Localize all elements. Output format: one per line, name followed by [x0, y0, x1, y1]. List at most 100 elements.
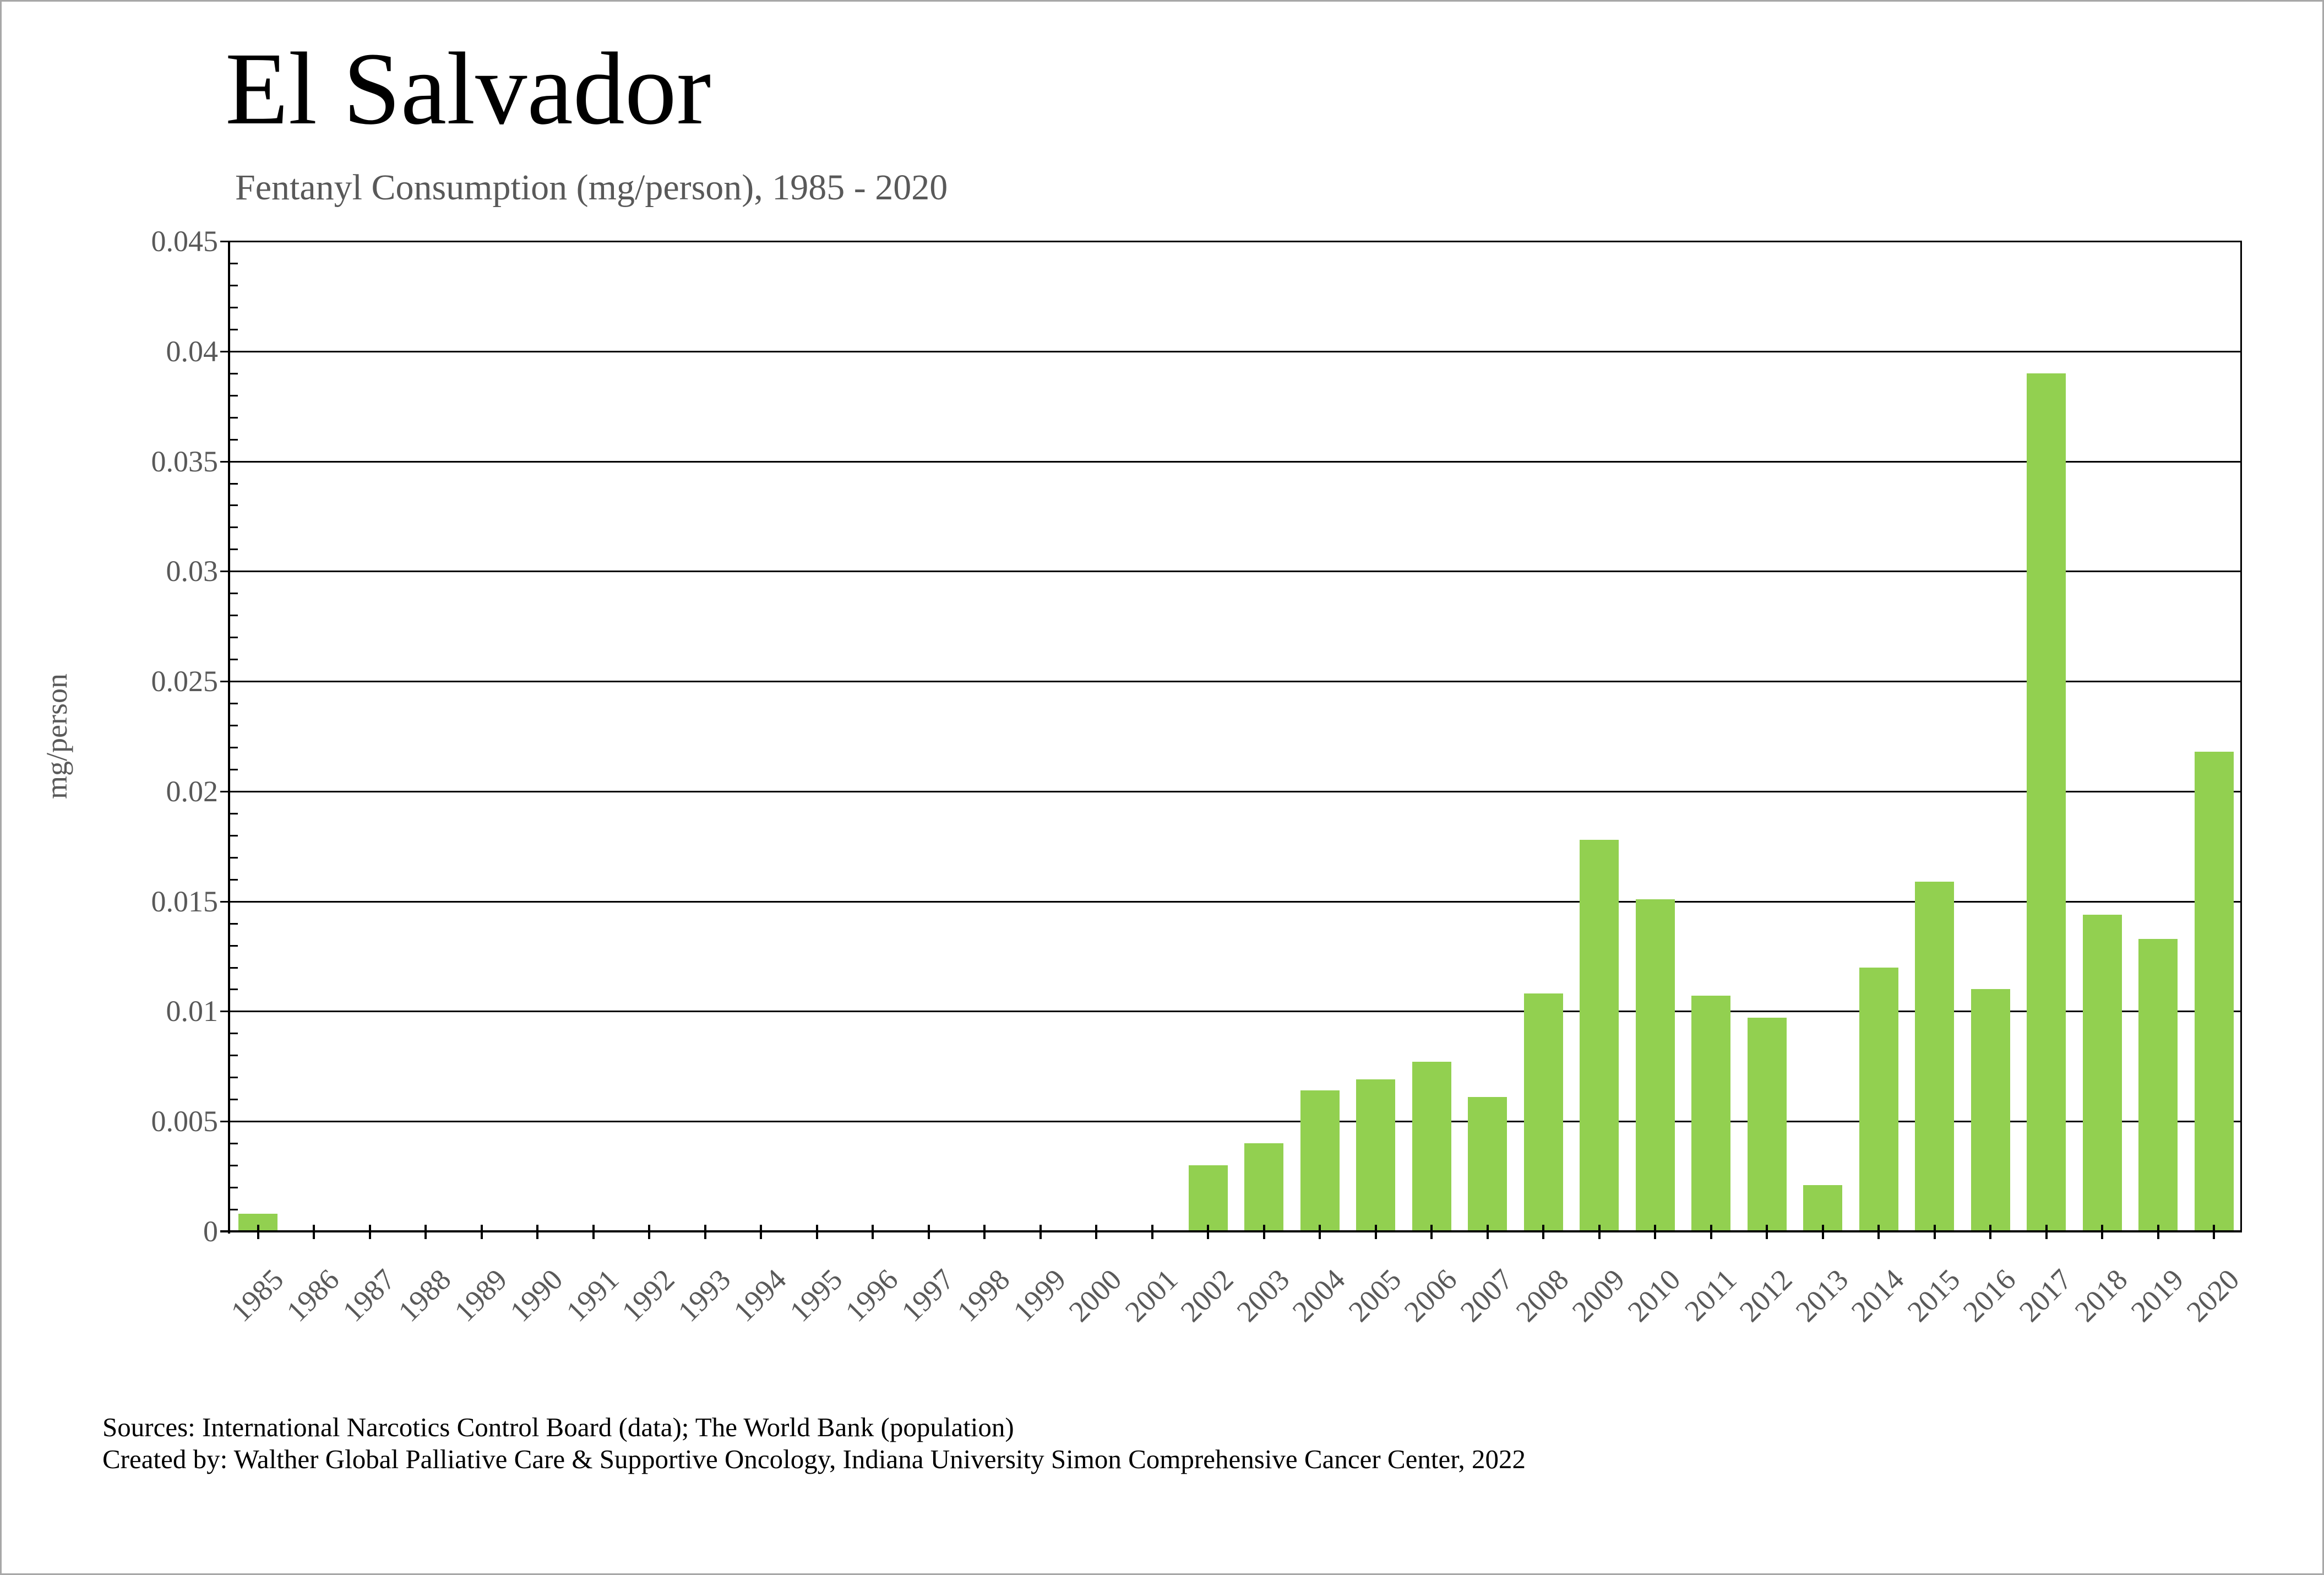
x-tick-1986 — [313, 1225, 315, 1239]
plot-area — [220, 241, 2242, 1239]
bar-2010 — [1635, 899, 1675, 1231]
x-tick-2000 — [1095, 1225, 1098, 1239]
bar-2011 — [1691, 996, 1731, 1231]
y-tick-label-0.025: 0.025 — [151, 665, 219, 698]
x-tick-2008 — [1542, 1225, 1545, 1239]
y-minor-tick — [230, 812, 238, 814]
chart-title: El Salvador — [225, 31, 711, 146]
x-tick-2011 — [1710, 1225, 1712, 1239]
bar-2004 — [1300, 1090, 1340, 1231]
bar-2016 — [1971, 989, 2010, 1231]
bar-2008 — [1523, 993, 1563, 1231]
gridline-0.005 — [220, 1121, 2242, 1123]
y-minor-tick — [230, 1033, 238, 1035]
x-tick-2016 — [1989, 1225, 1992, 1239]
bar-2007 — [1468, 1097, 1507, 1231]
x-tick-2009 — [1598, 1225, 1601, 1239]
x-tick-1996 — [872, 1225, 874, 1239]
y-minor-tick — [230, 1143, 238, 1145]
bar-2015 — [1915, 881, 1955, 1231]
y-tick-label-0: 0 — [203, 1215, 218, 1248]
y-minor-tick — [230, 1187, 238, 1189]
x-tick-1987 — [368, 1225, 371, 1239]
credit-line: Created by: Walther Global Palliative Ca… — [102, 1444, 1526, 1474]
y-minor-tick — [230, 1055, 238, 1057]
x-tick-1992 — [648, 1225, 651, 1239]
bar-2020 — [2194, 751, 2234, 1231]
bar-2012 — [1747, 1018, 1787, 1231]
x-tick-1985 — [257, 1225, 259, 1239]
y-minor-tick — [230, 548, 238, 551]
y-minor-tick — [230, 262, 238, 264]
x-tick-2010 — [1654, 1225, 1657, 1239]
x-tick-2019 — [2157, 1225, 2159, 1239]
y-minor-tick — [230, 372, 238, 374]
y-tick-label-0.035: 0.035 — [151, 444, 219, 478]
gridline-0.045 — [220, 241, 2242, 242]
y-minor-tick — [230, 1209, 238, 1211]
bar-2006 — [1412, 1062, 1451, 1231]
y-minor-tick — [230, 856, 238, 859]
y-minor-tick — [230, 306, 238, 308]
y-tick-label-0.02: 0.02 — [166, 774, 219, 808]
x-tick-2002 — [1207, 1225, 1210, 1239]
bar-2018 — [2082, 914, 2122, 1231]
x-tick-2015 — [1933, 1225, 1936, 1239]
y-minor-tick — [230, 989, 238, 991]
y-minor-tick — [230, 1099, 238, 1101]
bar-2013 — [1803, 1185, 1843, 1231]
y-minor-tick — [230, 526, 238, 529]
y-tick-label-0.005: 0.005 — [151, 1105, 219, 1138]
y-tick-label-0.01: 0.01 — [166, 995, 219, 1028]
x-tick-2007 — [1486, 1225, 1489, 1239]
y-minor-tick — [230, 834, 238, 837]
x-tick-1988 — [424, 1225, 427, 1239]
x-tick-2013 — [1821, 1225, 1824, 1239]
y-minor-tick — [230, 394, 238, 397]
y-tick-label-0.045: 0.045 — [151, 225, 219, 258]
x-tick-1991 — [592, 1225, 595, 1239]
x-axis-line — [220, 1230, 2242, 1232]
y-tick-label-0.04: 0.04 — [166, 334, 219, 368]
y-minor-tick — [230, 1165, 238, 1167]
x-tick-1993 — [704, 1225, 706, 1239]
plot-right-border — [2240, 241, 2242, 1231]
y-minor-tick — [230, 504, 238, 507]
y-minor-tick — [230, 482, 238, 485]
x-tick-1995 — [815, 1225, 818, 1239]
y-axis-line — [228, 241, 230, 1234]
x-tick-2020 — [2213, 1225, 2216, 1239]
y-minor-tick — [230, 284, 238, 286]
x-tick-2017 — [2045, 1225, 2048, 1239]
y-minor-tick — [230, 703, 238, 705]
y-minor-tick — [230, 659, 238, 661]
x-tick-2006 — [1430, 1225, 1433, 1239]
y-minor-tick — [230, 1077, 238, 1079]
y-axis-title: mg/person — [40, 674, 73, 799]
y-minor-tick — [230, 878, 238, 881]
y-tick-label-0.03: 0.03 — [166, 555, 219, 588]
x-tick-1990 — [536, 1225, 539, 1239]
y-minor-tick — [230, 328, 238, 330]
gridline-0.04 — [220, 350, 2242, 352]
x-tick-1994 — [760, 1225, 763, 1239]
gridline-0.025 — [220, 681, 2242, 683]
y-minor-tick — [230, 944, 238, 947]
bar-2002 — [1188, 1165, 1228, 1231]
bar-2014 — [1859, 967, 1898, 1231]
gridline-0.02 — [220, 790, 2242, 792]
y-minor-tick — [230, 966, 238, 969]
y-minor-tick — [230, 593, 238, 595]
bar-2003 — [1244, 1143, 1284, 1231]
x-tick-1997 — [927, 1225, 930, 1239]
gridline-0.035 — [220, 460, 2242, 463]
x-tick-2014 — [1877, 1225, 1880, 1239]
y-minor-tick — [230, 746, 238, 748]
gridline-0.015 — [220, 900, 2242, 903]
gridline-0.01 — [220, 1011, 2242, 1013]
x-tick-2001 — [1151, 1225, 1153, 1239]
x-tick-2003 — [1262, 1225, 1265, 1239]
y-tick-label-0.015: 0.015 — [151, 884, 219, 918]
y-minor-tick — [230, 725, 238, 727]
